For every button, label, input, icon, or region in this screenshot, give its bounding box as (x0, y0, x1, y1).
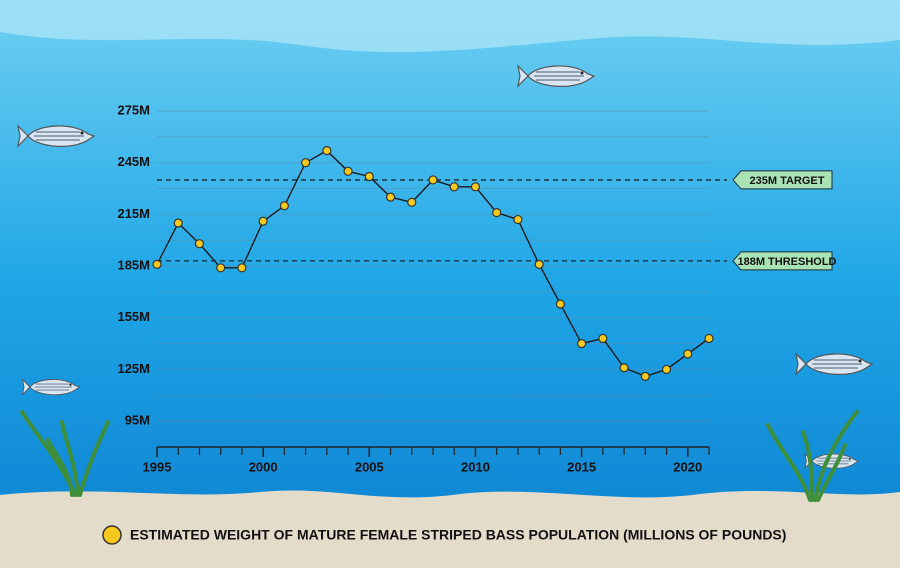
data-point (619, 363, 629, 373)
data-point (577, 339, 587, 349)
x-tick-label: 2000 (249, 459, 278, 474)
data-point (534, 259, 544, 269)
data-point (704, 333, 714, 344)
data-point (258, 216, 268, 226)
data-point (492, 208, 502, 218)
data-point (216, 263, 226, 273)
x-tick-label: 2020 (673, 459, 702, 474)
data-point (322, 146, 332, 156)
data-point (301, 158, 311, 168)
reference-tag (732, 170, 833, 190)
data-point (364, 171, 374, 182)
data-point (385, 192, 396, 202)
legend-marker (102, 525, 122, 545)
data-point (661, 364, 672, 375)
legend-label: ESTIMATED WEIGHT OF MATURE FEMALE STRIPE… (130, 527, 786, 543)
y-tick-label: 155M (117, 309, 150, 324)
data-point (449, 182, 459, 192)
y-tick-label: 275M (117, 102, 150, 117)
x-tick-label: 2015 (567, 459, 596, 474)
seaweed (20, 410, 859, 502)
x-tick-label: 2010 (461, 459, 490, 474)
y-tick-label: 215M (117, 206, 150, 221)
data-point (513, 214, 523, 225)
data-point (428, 175, 438, 185)
data-point (194, 239, 205, 249)
data-point (173, 218, 183, 228)
reference-label: 235M TARGET (750, 175, 825, 187)
data-point (407, 197, 417, 207)
reference-tag (732, 251, 833, 271)
data-point (640, 371, 650, 381)
data-point (470, 182, 481, 192)
x-tick-label: 1995 (143, 459, 172, 474)
y-tick-label: 185M (117, 258, 150, 273)
data-point (598, 333, 608, 344)
y-tick-label: 125M (117, 361, 150, 376)
sand (0, 490, 900, 568)
data-point (343, 166, 353, 176)
data-point (152, 259, 162, 269)
reference-label: 188M THRESHOLD (737, 256, 836, 268)
y-tick-label: 245M (117, 154, 150, 169)
y-tick-label: 95M (125, 413, 150, 428)
data-point (237, 263, 247, 273)
data-point (555, 299, 565, 309)
x-tick-label: 2005 (355, 459, 384, 474)
data-point (683, 349, 693, 359)
data-point (279, 201, 289, 211)
surface-wave (0, 0, 900, 53)
